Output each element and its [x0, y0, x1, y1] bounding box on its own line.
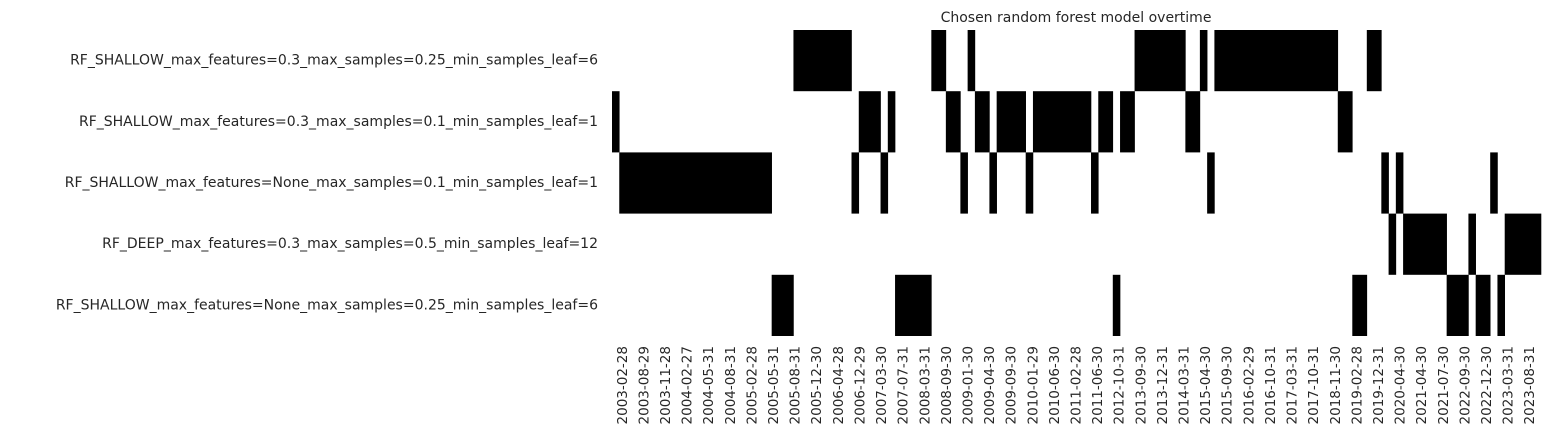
heatmap-cell — [1120, 91, 1135, 153]
heatmap-cell — [1134, 30, 1186, 92]
x-tick-label: 2016-10-31 — [1263, 346, 1279, 424]
heatmap-cell — [1468, 213, 1476, 275]
x-tick-label: 2023-03-31 — [1501, 346, 1517, 424]
heatmap-cell — [895, 274, 932, 336]
heatmap-cell — [858, 91, 881, 153]
heatmap-cell — [1098, 91, 1114, 153]
heatmap-cell — [1025, 152, 1034, 214]
x-tick-labels: 2003-02-28 2003-08-29 2003-11-28 2004-02-27… — [615, 346, 1538, 424]
row-label: RF_SHALLOW_max_features=None_max_samples… — [65, 175, 598, 191]
heatmap-cell — [1388, 213, 1397, 275]
x-tick-label: 2008-09-30 — [939, 346, 955, 424]
x-tick-label: 2020-04-30 — [1393, 346, 1409, 424]
x-tick-label: 2015-04-30 — [1198, 346, 1214, 424]
row-label: RF_SHALLOW_max_features=None_max_samples… — [56, 297, 598, 313]
x-tick-label: 2005-05-31 — [766, 346, 782, 424]
x-tick-label: 2003-08-29 — [636, 346, 652, 424]
heatmap-cell — [1032, 91, 1092, 153]
x-tick-label: 2006-12-29 — [852, 346, 868, 424]
x-tick-label: 2022-12-30 — [1479, 346, 1495, 424]
x-tick-label: 2012-10-31 — [1112, 346, 1128, 424]
row-label: RF_SHALLOW_max_features=0.3_max_samples=… — [70, 53, 598, 69]
row-labels: RF_SHALLOW_max_features=0.3_max_samples=… — [56, 53, 598, 314]
row-label: RF_SHALLOW_max_features=0.3_max_samples=… — [79, 114, 598, 130]
heatmap-cell — [996, 91, 1026, 153]
row-label: RF_DEEP_max_features=0.3_max_samples=0.5… — [102, 236, 598, 252]
heatmap-cell — [793, 30, 852, 92]
heatmap-cell — [1199, 30, 1208, 92]
x-tick-label: 2009-01-30 — [960, 346, 976, 424]
x-tick-label: 2016-02-29 — [1241, 346, 1257, 424]
heatmap-cell — [1112, 274, 1121, 336]
heatmap-cell — [974, 91, 990, 153]
x-tick-label: 2017-10-31 — [1306, 346, 1322, 424]
x-tick-label: 2022-09-30 — [1457, 346, 1473, 424]
heatmap-cell — [1214, 30, 1339, 92]
x-tick-label: 2005-08-31 — [788, 346, 804, 424]
x-tick-label: 2021-07-30 — [1436, 346, 1452, 424]
heatmap-cell — [1381, 152, 1389, 214]
x-tick-label: 2014-03-31 — [1177, 346, 1193, 424]
x-tick-label: 2004-05-31 — [701, 346, 717, 424]
x-tick-label: 2010-06-30 — [1047, 346, 1063, 424]
x-tick-label: 2019-02-28 — [1349, 346, 1365, 424]
heatmap-cell — [989, 152, 997, 214]
heatmap-cell — [1403, 213, 1447, 275]
heatmap-cell — [1490, 152, 1498, 214]
chart-title: Chosen random forest model overtime — [941, 10, 1212, 26]
heatmap-cell — [1185, 91, 1201, 153]
x-tick-label: 2007-03-30 — [874, 346, 890, 424]
x-tick-label: 2019-12-31 — [1371, 346, 1387, 424]
heatmap-cell — [851, 152, 860, 214]
x-tick-label: 2018-11-30 — [1328, 346, 1344, 424]
heatmap-cell — [612, 91, 620, 153]
heatmap-cell — [1475, 274, 1491, 336]
x-tick-label: 2011-06-30 — [1090, 346, 1106, 424]
x-tick-label: 2003-02-28 — [615, 346, 631, 424]
x-tick-label: 2003-11-28 — [658, 346, 674, 424]
x-tick-label: 2009-04-30 — [982, 346, 998, 424]
heatmap-cell — [880, 152, 889, 214]
x-tick-label: 2017-03-31 — [1285, 346, 1301, 424]
x-tick-label: 2023-08-31 — [1522, 346, 1538, 424]
x-tick-label: 2008-03-31 — [917, 346, 933, 424]
heatmap-cell — [1366, 30, 1382, 92]
x-tick-label: 2011-02-28 — [1069, 346, 1085, 424]
x-tick-label: 2005-12-30 — [809, 346, 825, 424]
heatmap-cell — [945, 91, 961, 153]
heatmap-cell — [931, 30, 947, 92]
x-tick-label: 2010-01-29 — [1025, 346, 1041, 424]
x-tick-label: 2015-09-30 — [1220, 346, 1236, 424]
heatmap-cell — [771, 274, 794, 336]
heatmap-cell — [1504, 213, 1542, 275]
heatmap-cell — [967, 30, 976, 92]
x-tick-label: 2013-09-30 — [1133, 346, 1149, 424]
x-tick-label: 2004-08-31 — [723, 346, 739, 424]
heatmap-cell — [960, 152, 968, 214]
heatmap-cell — [1091, 152, 1099, 214]
x-tick-label: 2013-12-31 — [1155, 346, 1171, 424]
x-tick-label: 2006-04-28 — [831, 346, 847, 424]
heatmap-cell — [1395, 152, 1404, 214]
heatmap-cell — [1352, 274, 1368, 336]
heatmap-cell — [1497, 274, 1506, 336]
x-tick-label: 2021-04-30 — [1414, 346, 1430, 424]
heatmap-cell — [1337, 91, 1353, 153]
x-tick-label: 2007-07-31 — [896, 346, 912, 424]
heatmap-cells — [612, 30, 1542, 336]
x-tick-label: 2004-02-27 — [680, 346, 696, 424]
heatmap-cell — [1207, 152, 1215, 214]
x-tick-label: 2009-09-30 — [1004, 346, 1020, 424]
heatmap-cell — [887, 91, 896, 153]
heatmap-cell — [619, 152, 772, 214]
x-tick-label: 2005-02-28 — [744, 346, 760, 424]
heatmap-cell — [1446, 274, 1469, 336]
